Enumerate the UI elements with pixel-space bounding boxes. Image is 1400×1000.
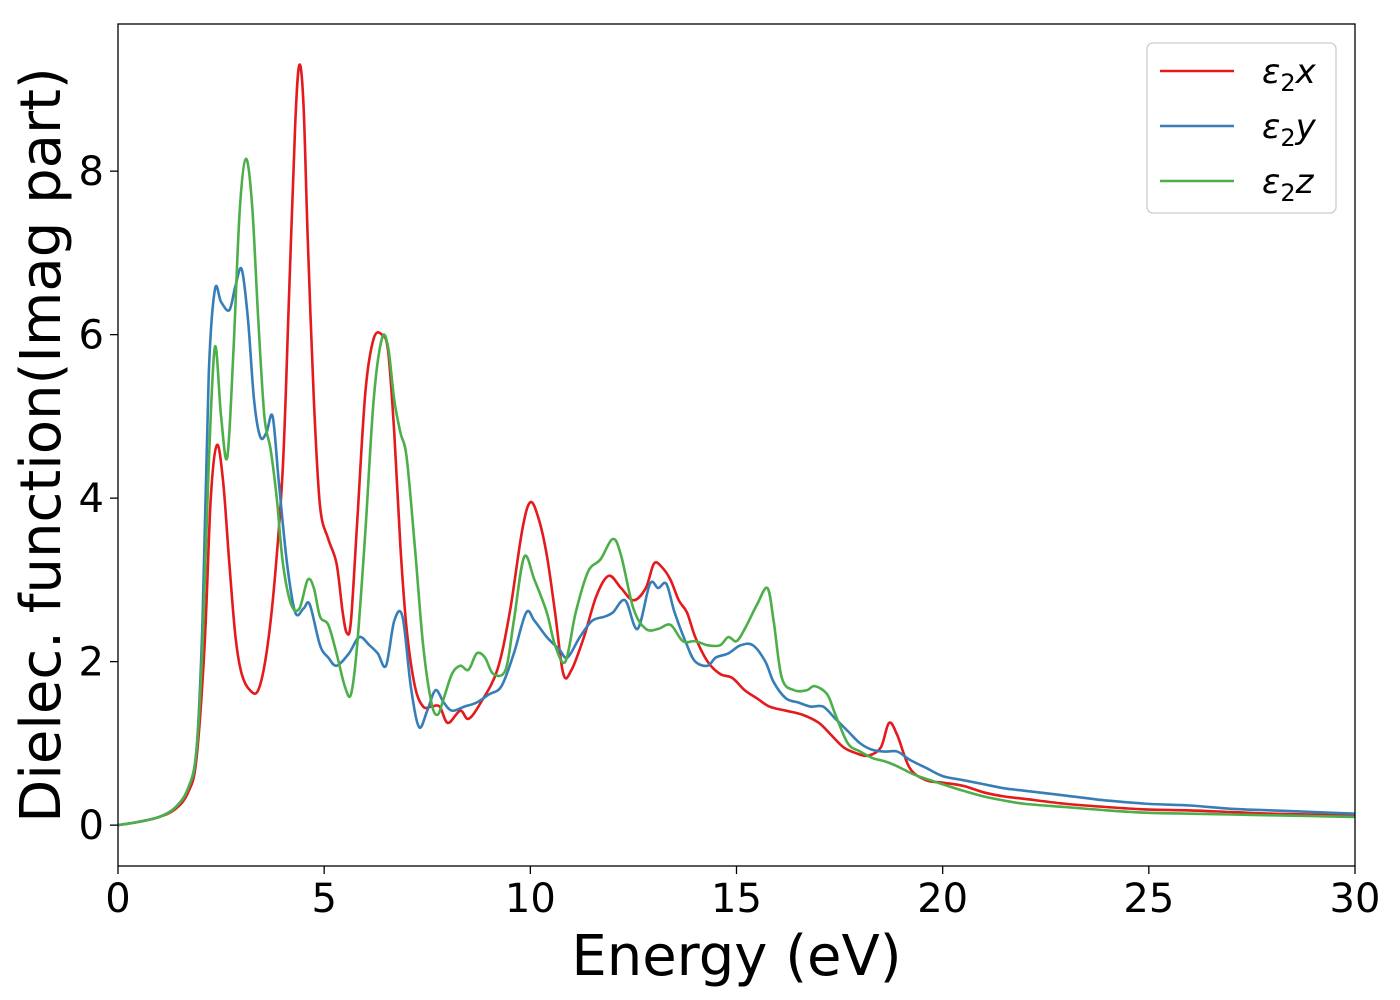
legend-items: ε2x ε2y ε2z [1160, 52, 1317, 207]
series-layer [118, 63, 1355, 827]
series-line-z [118, 157, 1355, 827]
y-tick-label: 6 [79, 313, 104, 359]
series-line-x [118, 63, 1355, 827]
legend-label-y: ε2y [1262, 107, 1317, 152]
legend-label-z: ε2z [1262, 162, 1315, 207]
legend-box [1146, 42, 1337, 214]
y-axis-title: Dielec. function(Imag part) [9, 67, 74, 823]
y-tick-label: 0 [79, 803, 104, 849]
x-axis-title: Energy (eV) [571, 924, 901, 989]
x-tick-label: 20 [917, 876, 968, 922]
y-tick-label: 4 [79, 476, 104, 522]
y-tick-label: 2 [79, 640, 104, 686]
y-tick-label: 8 [79, 149, 104, 195]
x-tick-label: 10 [505, 876, 556, 922]
ticks-layer: 0 5 10 15 20 25 30 0 2 4 6 8 [79, 149, 1381, 922]
legend-label-x: ε2x [1262, 52, 1317, 97]
x-tick-label: 0 [105, 876, 130, 922]
series-line-y [118, 266, 1355, 827]
x-tick-label: 25 [1123, 876, 1174, 922]
legend: ε2x ε2y ε2z [1146, 42, 1337, 214]
x-tick-label: 30 [1330, 876, 1381, 922]
x-tick-label: 15 [711, 876, 762, 922]
x-tick-label: 5 [311, 876, 336, 922]
